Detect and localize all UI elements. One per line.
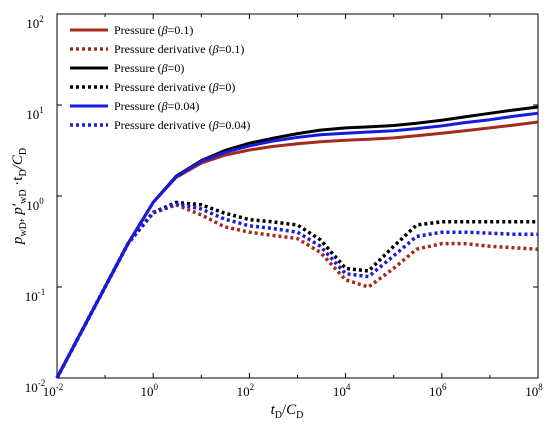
x-tick-label: 100 (140, 382, 158, 399)
series-line-5 (55, 111, 539, 379)
legend-label: Pressure (β=0.1) (114, 23, 193, 37)
x-tick-label: 104 (333, 382, 351, 399)
y-axis-title: pwD, p′wD ·tD/CD (10, 148, 29, 245)
y-tick-label: 10-1 (25, 287, 46, 304)
legend: Pressure (β=0.1) Pressure derivative (β=0… (70, 23, 250, 132)
legend-label: Pressure (β=0.04) (114, 99, 199, 113)
series-lines (55, 105, 539, 379)
legend-label: Pressure derivative (β=0.04) (114, 118, 250, 132)
legend-label: Pressure (β=0) (114, 61, 184, 75)
x-axis-title: tD/CD (271, 402, 304, 421)
legend-label: Pressure derivative (β=0.1) (114, 42, 244, 56)
y-tick-label: 10-2 (25, 378, 46, 395)
y-tick-label: 100 (26, 196, 44, 213)
x-tick-label: 102 (237, 382, 255, 399)
axis-ticks: 10-2 100 102 104 106 108 10-2 10-1 100 101 102 (25, 13, 543, 399)
y-tick-label: 101 (26, 105, 44, 122)
series-line-6 (55, 202, 538, 379)
x-tick-label: 106 (429, 382, 447, 399)
legend-label: Pressure derivative (β=0) (114, 80, 235, 94)
y-tick-label: 102 (26, 14, 44, 31)
series-line-1 (55, 120, 539, 379)
x-tick-label: 10-2 (43, 382, 64, 399)
series-line-4 (55, 200, 538, 379)
series-line-2 (55, 203, 539, 379)
x-tick-label: 108 (525, 382, 543, 399)
